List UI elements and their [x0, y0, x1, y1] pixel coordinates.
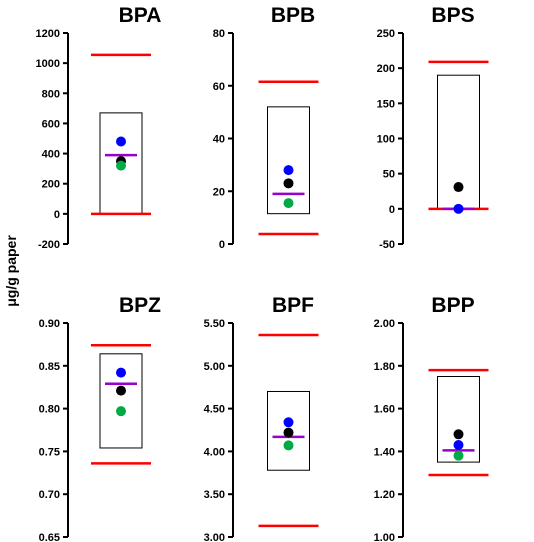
panel-title: BPP: [431, 294, 474, 317]
y-tick-label: 1.20: [374, 489, 395, 501]
y-tick-label: 3.50: [204, 489, 225, 501]
panel-title: BPA: [119, 4, 162, 27]
y-tick-label: 0: [219, 239, 225, 251]
range-box: [99, 353, 143, 449]
y-tick-label: 0.75: [39, 446, 60, 458]
data-point-black: [283, 178, 294, 189]
y-tick-label: 80: [213, 28, 225, 40]
panel-title: BPB: [271, 4, 315, 27]
y-tick-label: 0.65: [39, 532, 60, 542]
y-tick-label: 4.00: [204, 446, 225, 458]
y-tick-label: 60: [213, 81, 225, 93]
data-point-green: [453, 450, 464, 461]
y-tick-label: 800: [42, 88, 60, 100]
y-tick-label: -200: [38, 239, 60, 251]
panel-title: BPF: [272, 294, 314, 317]
data-point-blue: [453, 439, 464, 450]
y-tick-label: 0.70: [39, 489, 60, 501]
panel-title: BPZ: [119, 294, 161, 317]
y-tick-label: 400: [42, 149, 60, 161]
y-tick-label: 1200: [36, 28, 60, 40]
data-point-green: [283, 440, 294, 451]
range-box: [437, 376, 480, 463]
y-tick-label: 100: [377, 134, 395, 146]
y-tick-label: 50: [383, 169, 395, 181]
data-point-blue: [283, 417, 294, 428]
y-tick-label: 2.00: [374, 318, 395, 330]
y-tick-label: 1000: [36, 58, 60, 70]
range-box: [267, 106, 310, 215]
panel-title: BPS: [431, 4, 474, 27]
data-point-blue: [283, 165, 294, 176]
y-tick-label: 0.85: [39, 361, 60, 373]
data-point-black: [453, 429, 464, 440]
y-tick-label: 1.80: [374, 361, 395, 373]
y-axis-label: μg/g paper: [3, 235, 19, 307]
y-tick-label: 3.00: [204, 532, 225, 542]
y-tick-label: 1.00: [374, 532, 395, 542]
y-tick-label: 40: [213, 134, 225, 146]
data-point-green: [116, 406, 126, 417]
range-box: [267, 390, 310, 471]
y-tick-label: 5.00: [204, 361, 225, 373]
data-point-blue: [116, 367, 126, 378]
data-point-green: [283, 198, 294, 209]
data-point-black: [116, 385, 126, 396]
data-point-blue: [116, 136, 126, 147]
y-tick-label: 0.80: [39, 404, 60, 416]
y-tick-label: 1.60: [374, 404, 395, 416]
data-point-black: [453, 182, 464, 193]
y-tick-label: 250: [377, 28, 395, 40]
y-tick-label: 0: [389, 204, 395, 216]
data-point-green: [116, 160, 126, 171]
y-tick-label: -50: [379, 239, 395, 251]
y-tick-label: 20: [213, 186, 225, 198]
y-tick-label: 0: [54, 209, 60, 221]
y-tick-label: 600: [42, 118, 60, 130]
y-tick-label: 4.50: [204, 404, 225, 416]
y-tick-label: 0.90: [39, 318, 60, 330]
y-tick-label: 1.40: [374, 446, 395, 458]
data-point-black: [283, 427, 294, 438]
y-tick-label: 200: [42, 179, 60, 191]
y-tick-label: 150: [377, 98, 395, 110]
y-tick-label: 200: [377, 63, 395, 75]
y-tick-label: 5.50: [204, 318, 225, 330]
data-point-blue: [453, 203, 464, 214]
